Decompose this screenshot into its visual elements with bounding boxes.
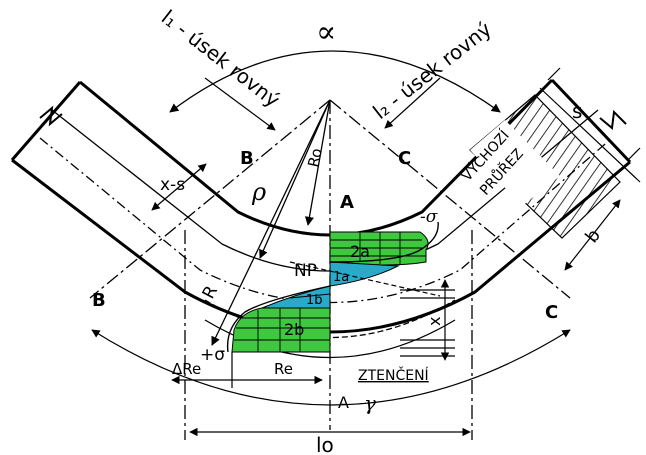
label-l2: l₂ - úsek rovný (368, 17, 496, 124)
bottom-dimensions (91, 329, 571, 437)
label-l1: l₁ - úsek rovný (157, 5, 285, 112)
label-point-C-lower: C (545, 302, 558, 323)
label-sigma-minus: -σ (420, 207, 438, 227)
label-point-A-bottom: A (338, 393, 349, 412)
s-dimension (539, 67, 641, 183)
zone-2b-fill (231, 307, 331, 353)
label-zone-1b: 1b (306, 293, 323, 308)
cross-section (469, 94, 621, 239)
break-mark-right (599, 109, 627, 130)
label-s: s (572, 99, 582, 123)
label-x-s: x-s (160, 175, 185, 195)
label-thinning: ZTENČENÍ (358, 366, 429, 384)
label-Re: Re (274, 360, 293, 378)
label-point-A-top: A (340, 192, 354, 213)
left-end-cut (10, 81, 82, 161)
label-x: x (425, 317, 444, 326)
zone-1a-fill (329, 261, 400, 287)
label-NP: NP (294, 261, 317, 281)
label-sigma-plus: +σ (200, 345, 225, 365)
label-zone-2a: 2a (350, 242, 370, 261)
label-Ro: Ro (304, 147, 326, 169)
label-point-B-lower: B (92, 290, 106, 311)
label-zone-1a: 1a (333, 270, 349, 285)
label-point-B-upper: B (240, 148, 254, 169)
label-zone-2b: 2b (284, 320, 304, 339)
label-lo: lo (316, 433, 334, 455)
b-dimension (564, 199, 621, 271)
label-rho: ρ (251, 178, 266, 206)
label-delta-Re: ΔRe (172, 360, 201, 378)
label-alpha: ∝ (316, 15, 336, 50)
right-end-cut (550, 78, 632, 164)
radius-lines (211, 99, 331, 346)
x-dimension (400, 279, 455, 361)
label-point-C-upper: C (398, 148, 411, 169)
label-gamma: γ (364, 391, 376, 415)
break-mark-left (39, 105, 63, 127)
x-s-dimension (151, 163, 207, 211)
